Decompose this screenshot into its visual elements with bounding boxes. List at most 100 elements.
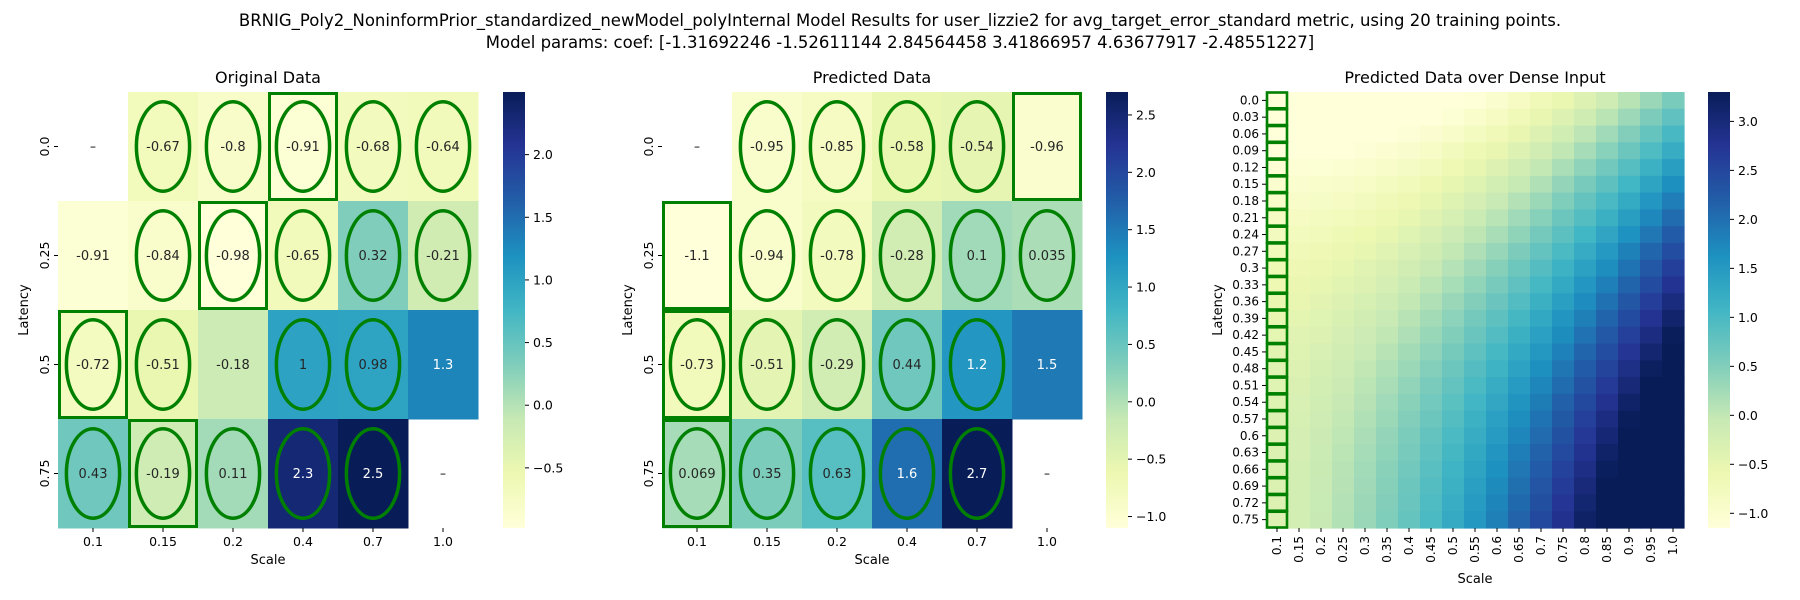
dense-y-tick-label-10: 0.3 — [1240, 261, 1259, 275]
dense-cell-4-1 — [1288, 159, 1311, 177]
heatmap-cell-1-2-5 — [1012, 310, 1083, 420]
dense-cell-19-12 — [1530, 410, 1553, 428]
dense-cell-2-0 — [1266, 125, 1289, 143]
dense-y-tick-label-11: 0.33 — [1232, 278, 1259, 292]
heatmap-cell-0-2-2 — [198, 310, 269, 420]
best-point-box-0-1 — [198, 201, 268, 310]
dense-cell-8-17 — [1640, 226, 1663, 244]
dense-cell-4-17 — [1640, 159, 1663, 177]
dense-y-tick-label-15: 0.45 — [1232, 345, 1259, 359]
dense-cell-7-3 — [1332, 209, 1355, 227]
dense-cell-11-11 — [1508, 276, 1531, 294]
x-tick-label-0-2: 0.2 — [223, 534, 243, 549]
dense-cell-10-4 — [1354, 259, 1377, 278]
dense-cell-8-7 — [1420, 226, 1443, 244]
dense-cell-17-4 — [1354, 377, 1377, 395]
dense-cell-3-16 — [1618, 142, 1641, 160]
cell-missing-1-0-0: – — [694, 140, 700, 154]
dense-cell-23-2 — [1310, 477, 1333, 496]
dense-cell-11-3 — [1332, 276, 1355, 294]
dense-cell-12-2 — [1310, 293, 1333, 311]
cell-label-1-1-2: -0.78 — [820, 249, 854, 264]
x-tick-label-1-3: 0.4 — [897, 534, 917, 549]
cell-label-1-1-5: 0.035 — [1028, 249, 1065, 264]
colorbar-tick-label-1-4: 1.0 — [1136, 280, 1156, 295]
dense-cell-10-6 — [1398, 259, 1421, 278]
cell-label-1-3-2: 0.63 — [823, 467, 852, 482]
dense-x-tick-label-13: 0.75 — [1556, 536, 1570, 563]
dense-cell-5-5 — [1376, 175, 1399, 194]
dense-cell-3-13 — [1552, 142, 1575, 160]
dense-cell-7-17 — [1640, 209, 1663, 227]
dense-cell-12-4 — [1354, 293, 1377, 311]
cell-missing-0-3-5: – — [440, 467, 446, 481]
colorbar-tick-label-0-4: 1.5 — [533, 210, 553, 225]
heatmap-cell-1-3-4 — [942, 419, 1013, 529]
dense-cell-25-4 — [1354, 511, 1377, 529]
heatmap-cell-1-2-0 — [662, 310, 733, 420]
dense-cell-23-16 — [1618, 477, 1641, 496]
dense-heatmap-cells — [1266, 92, 1685, 529]
heatmap-cell-0-0-5 — [408, 92, 479, 202]
dense-cell-14-12 — [1530, 326, 1553, 345]
colorbar-tick-label-1-5: 1.5 — [1136, 222, 1156, 237]
dense-cell-0-13 — [1552, 92, 1575, 110]
dense-cell-21-18 — [1662, 444, 1685, 462]
cell-label-1-0-5: -0.96 — [1030, 140, 1064, 155]
y-tick-label-0-2: 0.5 — [37, 355, 52, 375]
subplot-title-2: Predicted Data over Dense Input — [1344, 68, 1605, 87]
dense-cell-16-10 — [1486, 360, 1509, 378]
dense-cell-4-0 — [1266, 159, 1289, 177]
dense-cell-22-3 — [1332, 460, 1355, 479]
colorbar-tick-label-2-8: 3.0 — [1738, 114, 1758, 129]
cell-label-0-3-4: 2.5 — [363, 467, 384, 482]
heatmap-cell-1-2-2 — [802, 310, 873, 420]
dense-cell-18-6 — [1398, 393, 1421, 412]
heatmap-cell-0-1-3 — [268, 201, 339, 311]
dense-cell-25-10 — [1486, 511, 1509, 529]
cell-label-1-1-1: -0.94 — [750, 249, 784, 264]
dense-cell-22-1 — [1288, 460, 1311, 479]
training-point-ellipse-1-13 — [948, 318, 1006, 411]
dense-cell-11-0 — [1266, 276, 1289, 294]
dense-cell-20-14 — [1574, 427, 1597, 445]
dense-x-tick-label-11: 0.65 — [1512, 536, 1526, 563]
dense-y-tick-label-7: 0.21 — [1232, 211, 1259, 225]
dense-cell-14-15 — [1596, 326, 1619, 345]
dense-cell-0-10 — [1486, 92, 1509, 110]
dense-cell-22-13 — [1552, 460, 1575, 479]
dense-cell-25-7 — [1420, 511, 1443, 529]
dense-cell-2-7 — [1420, 125, 1443, 143]
dense-cell-18-14 — [1574, 393, 1597, 412]
dense-cell-15-3 — [1332, 343, 1355, 361]
dense-cell-1-15 — [1596, 108, 1619, 127]
dense-cell-9-10 — [1486, 242, 1509, 261]
dense-cell-24-1 — [1288, 494, 1311, 512]
dense-cell-2-2 — [1310, 125, 1333, 143]
dense-cell-1-14 — [1574, 108, 1597, 127]
heatmap-cell-1-1-0 — [662, 201, 733, 311]
heatmap-cell-1-3-3 — [872, 419, 943, 529]
dense-cell-0-16 — [1618, 92, 1641, 110]
training-point-ellipse-1-9 — [668, 318, 726, 411]
training-point-ellipse-1-0 — [738, 100, 796, 193]
dense-cell-24-5 — [1376, 494, 1399, 512]
dense-y-tick-label-20: 0.6 — [1240, 429, 1259, 443]
dense-cell-25-15 — [1596, 511, 1619, 529]
dense-cell-9-11 — [1508, 242, 1531, 261]
dense-cell-19-16 — [1618, 410, 1641, 428]
dense-cell-1-0 — [1266, 108, 1289, 127]
x-tick-label-0-0: 0.1 — [83, 534, 103, 549]
dense-cell-9-16 — [1618, 242, 1641, 261]
cell-label-0-2-5: 1.3 — [433, 358, 454, 373]
dense-cell-13-15 — [1596, 310, 1619, 328]
dense-cell-0-3 — [1332, 92, 1355, 110]
dense-x-tick-label-2: 0.2 — [1314, 536, 1328, 555]
training-point-ellipse-0-16 — [204, 427, 262, 520]
dense-cell-15-8 — [1442, 343, 1465, 361]
training-point-ellipse-1-12 — [878, 318, 936, 411]
dense-cell-9-0 — [1266, 242, 1289, 261]
cell-label-0-2-2: -0.18 — [216, 358, 250, 373]
cell-label-1-3-1: 0.35 — [753, 467, 782, 482]
dense-cell-12-1 — [1288, 293, 1311, 311]
